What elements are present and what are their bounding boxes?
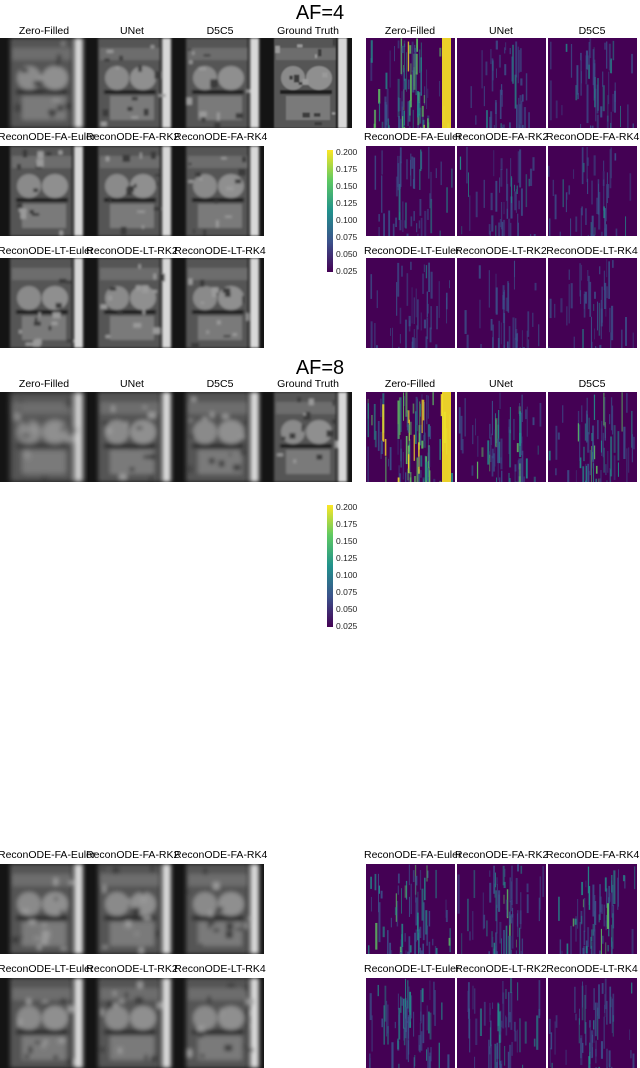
panel-label: Zero-Filled xyxy=(0,377,90,391)
error-map-image xyxy=(548,146,637,236)
error-map-image xyxy=(366,38,455,128)
mri-reconstruction-image xyxy=(88,146,176,236)
mri-reconstruction-image xyxy=(176,38,264,128)
panel-label: ReconODE-LT-Euler xyxy=(364,962,456,976)
mri-reconstruction-image xyxy=(176,258,264,348)
panel-label: ReconODE-LT-RK2 xyxy=(86,962,178,976)
panel-label: D5C5 xyxy=(174,24,266,38)
mri-reconstruction-image xyxy=(0,978,88,1068)
error-map-image xyxy=(457,38,546,128)
colorbar-tick-label: 0.100 xyxy=(336,570,357,580)
error-map-image xyxy=(366,978,455,1068)
panel-label: ReconODE-FA-Euler xyxy=(364,130,456,144)
mri-reconstruction-image xyxy=(176,978,264,1068)
panel-label: UNet xyxy=(86,24,178,38)
panel-label: ReconODE-LT-Euler xyxy=(364,244,456,258)
panel-label: ReconODE-LT-RK4 xyxy=(546,962,638,976)
panel-label: Zero-Filled xyxy=(364,24,456,38)
panel-label: ReconODE-FA-RK2 xyxy=(86,130,178,144)
mri-reconstruction-image xyxy=(88,978,176,1068)
error-map-image xyxy=(548,392,637,482)
panel-label: Ground Truth xyxy=(262,24,354,38)
panel-label: ReconODE-LT-RK2 xyxy=(455,962,547,976)
error-map-image xyxy=(457,864,546,954)
error-map-image xyxy=(548,978,637,1068)
panel-label: ReconODE-LT-RK4 xyxy=(174,244,266,258)
panel-label: ReconODE-LT-RK4 xyxy=(174,962,266,976)
mri-reconstruction-image xyxy=(176,392,264,482)
panel-label: ReconODE-LT-RK2 xyxy=(86,244,178,258)
section-heading: AF=4 xyxy=(0,1,640,25)
colorbar-tick-label: 0.100 xyxy=(336,215,357,225)
panel-label: ReconODE-LT-Euler xyxy=(0,244,90,258)
error-map-image xyxy=(457,258,546,348)
panel-label: D5C5 xyxy=(174,377,266,391)
panel-label: ReconODE-FA-RK2 xyxy=(455,130,547,144)
colorbar-tick-label: 0.125 xyxy=(336,553,357,563)
panel-label: Zero-Filled xyxy=(0,24,90,38)
panel-label: ReconODE-FA-Euler xyxy=(0,130,90,144)
mri-reconstruction-image xyxy=(0,38,88,128)
error-map-image xyxy=(548,258,637,348)
panel-label: UNet xyxy=(455,24,547,38)
colorbar-tick-label: 0.150 xyxy=(336,536,357,546)
colorbar-tick-label: 0.200 xyxy=(336,502,357,512)
colorbar xyxy=(327,150,333,272)
colorbar-tick-label: 0.175 xyxy=(336,164,357,174)
mri-reconstruction-image xyxy=(88,38,176,128)
error-map-image xyxy=(457,392,546,482)
panel-label: ReconODE-FA-RK4 xyxy=(546,848,638,862)
colorbar-tick-label: 0.175 xyxy=(336,519,357,529)
mri-reconstruction-image xyxy=(0,864,88,954)
panel-label: Zero-Filled xyxy=(364,377,456,391)
mri-reconstruction-image xyxy=(264,392,352,482)
panel-label: Ground Truth xyxy=(262,377,354,391)
panel-label: ReconODE-LT-Euler xyxy=(0,962,90,976)
error-map-image xyxy=(366,392,455,482)
mri-reconstruction-image xyxy=(176,146,264,236)
error-map-image xyxy=(457,978,546,1068)
error-map-image xyxy=(548,38,637,128)
colorbar-tick-label: 0.200 xyxy=(336,147,357,157)
colorbar-tick-label: 0.050 xyxy=(336,604,357,614)
colorbar-tick-label: 0.075 xyxy=(336,587,357,597)
panel-label: ReconODE-LT-RK2 xyxy=(455,244,547,258)
error-map-image xyxy=(366,146,455,236)
panel-label: ReconODE-FA-Euler xyxy=(0,848,90,862)
panel-label: UNet xyxy=(455,377,547,391)
error-map-image xyxy=(457,146,546,236)
panel-label: ReconODE-FA-Euler xyxy=(364,848,456,862)
panel-label: ReconODE-FA-RK4 xyxy=(174,130,266,144)
mri-reconstruction-image xyxy=(0,258,88,348)
colorbar-tick-label: 0.025 xyxy=(336,621,357,631)
colorbar-tick-label: 0.150 xyxy=(336,181,357,191)
panel-label: ReconODE-FA-RK4 xyxy=(546,130,638,144)
colorbar-tick-label: 0.050 xyxy=(336,249,357,259)
colorbar-tick-label: 0.125 xyxy=(336,198,357,208)
error-map-image xyxy=(366,258,455,348)
mri-reconstruction-image xyxy=(264,38,352,128)
panel-label: ReconODE-FA-RK2 xyxy=(455,848,547,862)
colorbar xyxy=(327,505,333,627)
panel-label: D5C5 xyxy=(546,377,638,391)
mri-reconstruction-image xyxy=(88,258,176,348)
mri-reconstruction-image xyxy=(0,392,88,482)
panel-label: UNet xyxy=(86,377,178,391)
error-map-image xyxy=(548,864,637,954)
panel-label: ReconODE-FA-RK2 xyxy=(86,848,178,862)
colorbar-tick-label: 0.075 xyxy=(336,232,357,242)
mri-reconstruction-image xyxy=(0,146,88,236)
panel-label: ReconODE-FA-RK4 xyxy=(174,848,266,862)
mri-reconstruction-image xyxy=(176,864,264,954)
error-map-image xyxy=(366,864,455,954)
mri-reconstruction-image xyxy=(88,392,176,482)
panel-label: ReconODE-LT-RK4 xyxy=(546,244,638,258)
mri-reconstruction-image xyxy=(88,864,176,954)
panel-label: D5C5 xyxy=(546,24,638,38)
colorbar-tick-label: 0.025 xyxy=(336,266,357,276)
